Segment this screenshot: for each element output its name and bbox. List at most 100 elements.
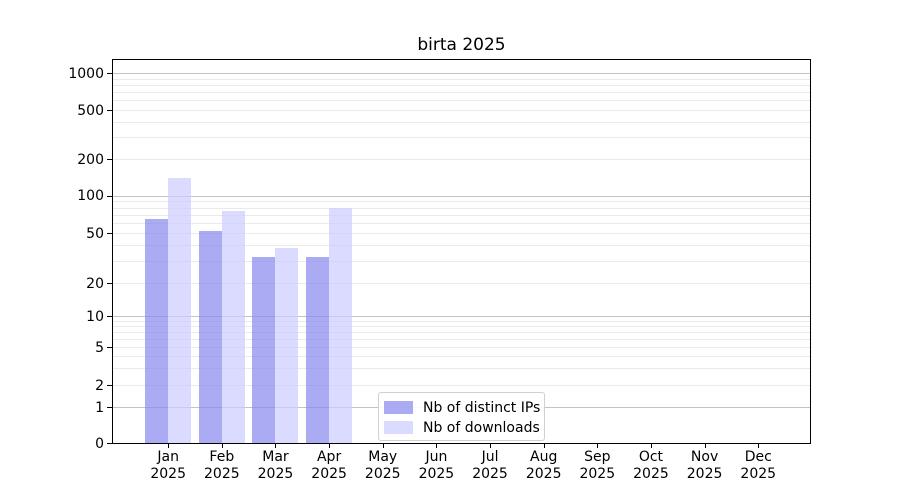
bar-jan-downloads [168, 177, 192, 443]
x-tick-mark [168, 443, 170, 448]
minor-gridline [113, 223, 810, 225]
y-tick-mark [107, 283, 112, 284]
minor-gridline [113, 385, 810, 386]
major-gridline [113, 73, 810, 74]
y-axis-tick-label: 100 [77, 188, 104, 204]
x-tick-year: 2025 [418, 465, 455, 482]
minor-gridline [113, 214, 810, 216]
minor-gridline [113, 347, 810, 348]
minor-gridline [113, 245, 810, 247]
minor-gridline [113, 356, 810, 358]
x-tick-mark [382, 443, 384, 448]
y-axis-tick-label: 1 [95, 399, 104, 416]
x-tick-month: May [368, 449, 398, 465]
x-tick-month: Aug [530, 449, 558, 465]
minor-gridline [113, 121, 810, 123]
bar-feb-distinct-ips [198, 230, 222, 443]
x-tick-mark [758, 443, 760, 448]
x-tick-year: 2025 [525, 465, 562, 482]
x-tick-month: Sep [584, 449, 611, 465]
legend-item-distinct-ips: Nb of distinct IPs [384, 399, 544, 416]
minor-gridline [113, 233, 810, 234]
minor-gridline [113, 84, 810, 86]
y-tick-mark [107, 443, 112, 444]
y-tick-mark [107, 347, 112, 348]
x-tick-year: 2025 [579, 465, 616, 482]
x-tick-mark [490, 443, 492, 448]
chart-title: birta 2025 [417, 35, 506, 55]
minor-gridline [113, 338, 810, 340]
x-axis-tick-label: Nov 2025 [665, 449, 745, 482]
x-tick-month: Jul [481, 449, 499, 465]
minor-gridline [113, 137, 810, 139]
x-axis-tick-label: Jun 2025 [396, 449, 476, 482]
minor-gridline [113, 283, 810, 284]
legend: Nb of distinct IPs Nb of downloads [378, 392, 545, 441]
x-tick-year: 2025 [686, 465, 723, 482]
x-tick-mark [704, 443, 706, 448]
x-tick-month: Jan [157, 449, 179, 465]
y-tick-mark [107, 195, 112, 197]
y-axis-tick-label: 50 [86, 225, 104, 242]
y-tick-mark [107, 233, 112, 234]
bar-apr-distinct-ips [306, 257, 330, 443]
x-axis-tick-label: Jan 2025 [128, 449, 208, 482]
x-tick-month: Mar [262, 449, 289, 465]
minor-gridline [113, 92, 810, 94]
major-gridline [113, 316, 810, 317]
y-axis-tick-label: 2 [95, 377, 104, 394]
y-axis-tick-label: 1000 [68, 65, 104, 82]
minor-gridline [113, 331, 810, 333]
x-tick-mark [597, 443, 599, 448]
y-tick-mark [107, 159, 112, 160]
y-axis-tick-label: 10 [86, 308, 104, 325]
x-tick-year: 2025 [740, 465, 777, 482]
minor-gridline [113, 260, 810, 262]
y-tick-mark [107, 110, 112, 111]
x-tick-mark [436, 443, 438, 448]
x-axis-tick-label: Sep 2025 [557, 449, 637, 482]
minor-gridline [113, 159, 810, 160]
x-tick-mark [543, 443, 545, 448]
minor-gridline [113, 78, 810, 80]
x-axis-tick-label: Apr 2025 [289, 449, 369, 482]
x-tick-mark [650, 443, 652, 448]
y-axis-tick-label: 500 [77, 102, 104, 119]
x-axis-tick-label: Jul 2025 [450, 449, 530, 482]
legend-swatch-downloads-icon [384, 421, 413, 434]
x-tick-year: 2025 [364, 465, 401, 482]
bar-mar-downloads [275, 247, 299, 443]
x-axis-tick-label: Mar 2025 [235, 449, 315, 482]
y-tick-mark [107, 73, 112, 74]
bar-feb-downloads [221, 211, 245, 443]
x-tick-month: Oct [638, 449, 664, 465]
minor-gridline [113, 325, 810, 327]
minor-gridline [113, 201, 810, 203]
y-tick-mark [107, 316, 112, 317]
minor-gridline [113, 320, 810, 322]
minor-gridline [113, 368, 810, 370]
x-tick-month: Apr [316, 449, 342, 465]
x-axis-tick-label: May 2025 [343, 449, 423, 482]
x-axis-tick-label: Oct 2025 [611, 449, 691, 482]
x-tick-mark [275, 443, 277, 448]
x-tick-year: 2025 [150, 465, 186, 482]
x-tick-month: Feb [209, 449, 235, 465]
plot-area [112, 59, 811, 444]
legend-label-distinct-ips: Nb of distinct IPs [423, 399, 541, 416]
x-tick-month: Nov [690, 449, 719, 465]
y-axis-tick-label: 20 [86, 275, 104, 292]
x-axis-tick-label: Aug 2025 [504, 449, 584, 482]
bar-jan-distinct-ips [145, 218, 169, 443]
legend-swatch-distinct-ips-icon [384, 401, 413, 414]
x-tick-month: Dec [744, 449, 772, 465]
y-tick-mark [107, 407, 112, 408]
x-tick-month: Jun [425, 449, 448, 465]
minor-gridline [113, 110, 810, 111]
x-tick-year: 2025 [257, 465, 294, 482]
x-axis-tick-label: Dec 2025 [718, 449, 798, 482]
major-gridline [113, 195, 810, 197]
y-tick-mark [107, 385, 112, 386]
x-axis-tick-label: Feb 2025 [182, 449, 262, 482]
legend-item-downloads: Nb of downloads [384, 421, 544, 435]
